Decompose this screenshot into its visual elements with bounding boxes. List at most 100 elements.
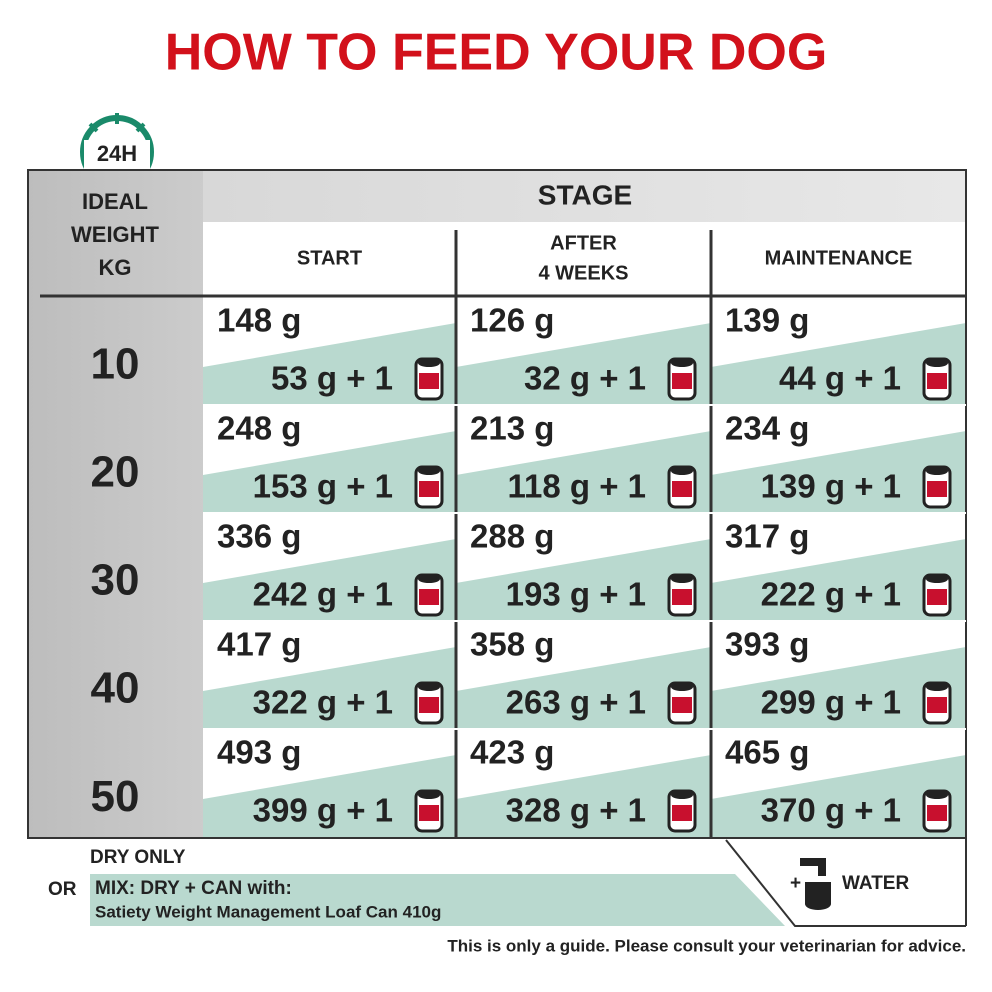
can-lid	[418, 683, 440, 691]
weight: 40	[91, 664, 140, 713]
weight: 30	[91, 556, 140, 605]
mix-band	[90, 874, 785, 926]
weight: 10	[91, 340, 140, 389]
mix-band	[456, 647, 711, 729]
can-lid	[926, 683, 948, 691]
dry-amount: 358 g	[470, 626, 554, 663]
can-icon	[667, 573, 697, 617]
can-label	[672, 589, 692, 605]
weight: 50	[91, 772, 140, 821]
can-label	[672, 805, 692, 821]
can-icon	[667, 465, 697, 509]
can-label	[419, 589, 439, 605]
can-icon	[922, 465, 952, 509]
can-icon	[922, 357, 952, 401]
can-label	[672, 481, 692, 497]
can-icon	[414, 789, 444, 833]
water-label: WATER	[842, 873, 909, 894]
dry-only: DRY ONLY	[90, 847, 186, 868]
can-lid	[926, 575, 948, 583]
mix-amount: 193 g + 1	[506, 576, 646, 613]
mix-band	[203, 431, 456, 513]
mix-amount: 153 g + 1	[253, 468, 393, 505]
dry-amount: 288 g	[470, 518, 554, 555]
dry-amount: 148 g	[217, 302, 301, 339]
mix-band	[711, 755, 966, 838]
stage-header: STAGE	[538, 179, 632, 210]
weight: 20	[91, 448, 140, 497]
can-lid	[671, 359, 693, 367]
mix-amount: 263 g + 1	[506, 684, 646, 721]
mix-band	[456, 431, 711, 513]
weight-header: IDEAL	[82, 189, 148, 214]
can-lid	[418, 575, 440, 583]
mix-band	[711, 647, 966, 729]
plus: +	[790, 873, 801, 894]
can-lid	[671, 791, 693, 799]
column-header: AFTER	[550, 232, 617, 254]
mix-amount: 370 g + 1	[761, 792, 901, 829]
dry-amount: 393 g	[725, 626, 809, 663]
can-icon	[922, 573, 952, 617]
can-label	[672, 373, 692, 389]
can-icon	[414, 681, 444, 725]
product-name: Satiety Weight Management Loaf Can 410g	[95, 902, 441, 921]
mix-amount: 242 g + 1	[253, 576, 393, 613]
mix-amount: 222 g + 1	[761, 576, 901, 613]
dry-amount: 423 g	[470, 734, 554, 771]
can-lid	[671, 467, 693, 475]
dry-amount: 213 g	[470, 410, 554, 447]
can-lid	[926, 359, 948, 367]
can-lid	[926, 791, 948, 799]
mix-band	[456, 323, 711, 405]
can-label	[927, 373, 947, 389]
stage-band	[203, 170, 966, 222]
can-lid	[926, 467, 948, 475]
mix-amount: 32 g + 1	[524, 360, 646, 397]
table-body	[203, 222, 966, 838]
mix-amount: 118 g + 1	[507, 468, 646, 505]
can-icon	[667, 681, 697, 725]
mix-amount: 44 g + 1	[779, 360, 901, 397]
column-header: START	[297, 247, 362, 269]
can-label	[419, 373, 439, 389]
mix-band	[203, 755, 456, 838]
can-lid	[418, 359, 440, 367]
clock-label: 24H	[97, 141, 137, 166]
can-icon	[414, 357, 444, 401]
mix-label: MIX: DRY + CAN with:	[95, 878, 292, 899]
dry-amount: 248 g	[217, 410, 301, 447]
can-lid	[671, 575, 693, 583]
can-lid	[418, 791, 440, 799]
mix-band	[203, 539, 456, 621]
dry-amount: 139 g	[725, 302, 809, 339]
can-label	[419, 697, 439, 713]
dry-amount: 336 g	[217, 518, 301, 555]
water-panel	[725, 839, 966, 927]
dry-amount: 493 g	[217, 734, 301, 771]
can-lid	[418, 467, 440, 475]
mix-band	[711, 323, 966, 405]
table-border	[27, 169, 967, 839]
weight-header: KG	[99, 255, 132, 280]
mix-amount: 53 g + 1	[271, 360, 393, 397]
can-label	[672, 697, 692, 713]
mix-band	[711, 539, 966, 621]
title: HOW TO FEED YOUR DOG	[165, 24, 828, 82]
can-icon	[667, 789, 697, 833]
can-icon	[667, 357, 697, 401]
can-lid	[671, 683, 693, 691]
can-icon	[922, 681, 952, 725]
mix-amount: 322 g + 1	[253, 684, 393, 721]
mix-band	[456, 539, 711, 621]
mix-amount: 399 g + 1	[253, 792, 393, 829]
mix-amount: 328 g + 1	[506, 792, 646, 829]
or: OR	[48, 879, 77, 900]
can-label	[927, 805, 947, 821]
column-header: MAINTENANCE	[765, 247, 913, 269]
can-label	[927, 697, 947, 713]
mix-amount: 299 g + 1	[761, 684, 901, 721]
mix-band	[203, 647, 456, 729]
dry-amount: 234 g	[725, 410, 809, 447]
can-label	[927, 589, 947, 605]
